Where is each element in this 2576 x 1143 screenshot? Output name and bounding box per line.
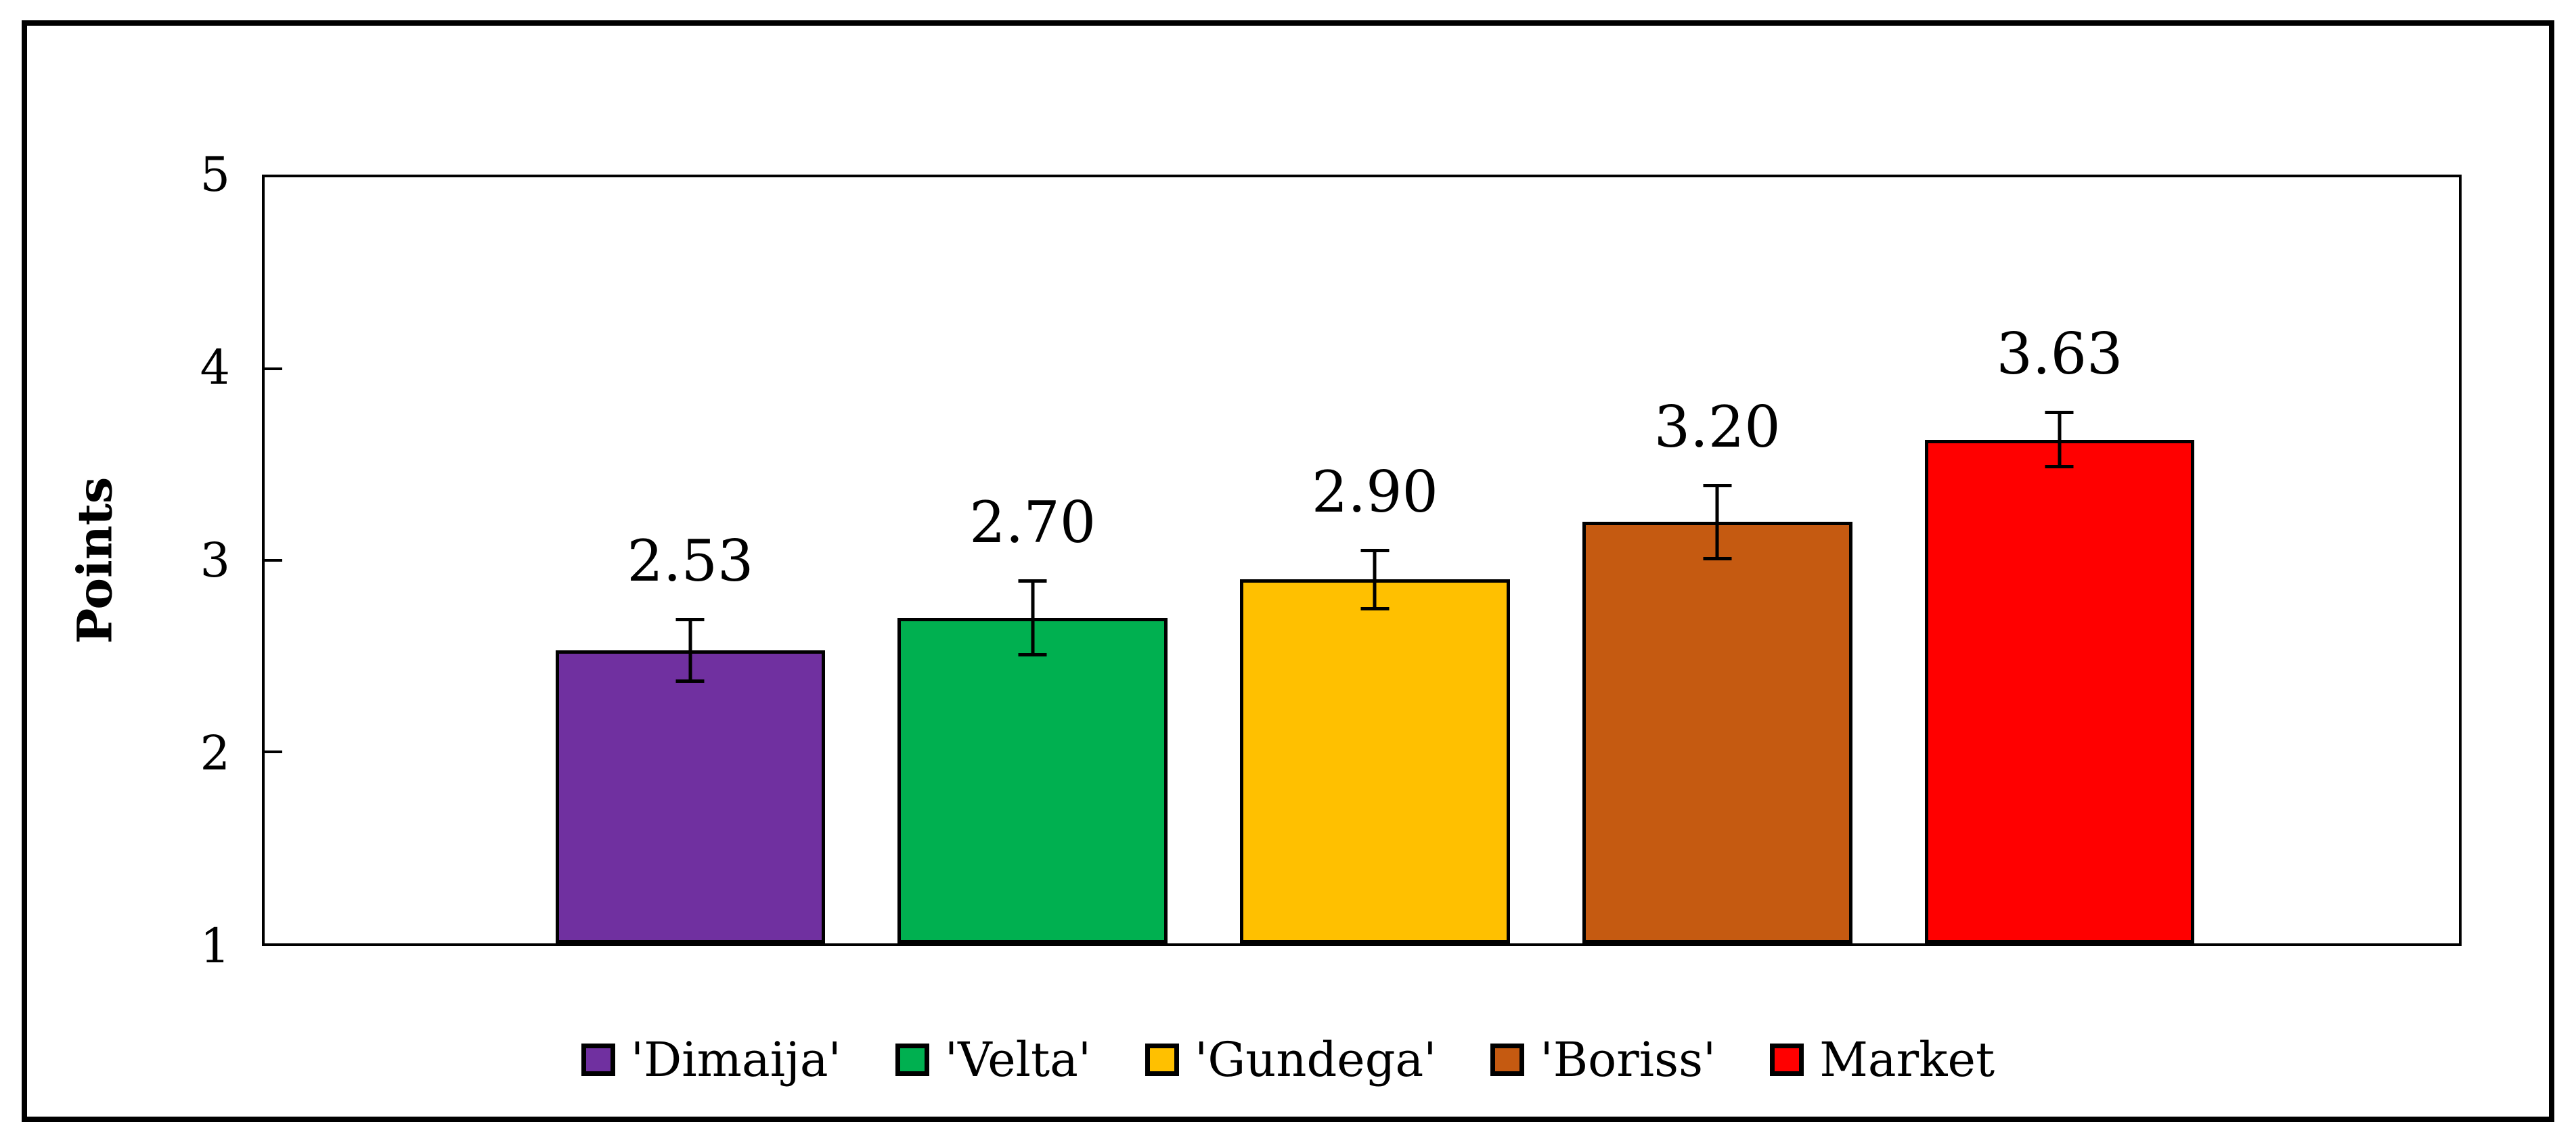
legend-swatch xyxy=(1770,1044,1804,1076)
error-bar xyxy=(2058,411,2062,469)
y-tick-label: 1 xyxy=(200,918,230,974)
legend: 'Dimaija' 'Velta' 'Gundega' 'Boriss' Market xyxy=(0,1015,2576,1104)
y-tick-label: 5 xyxy=(200,147,230,202)
legend-label: 'Dimaija' xyxy=(630,1032,841,1088)
legend-item: Market xyxy=(1770,1036,1995,1083)
legend-item: 'Gundega' xyxy=(1145,1036,1436,1083)
legend-swatch xyxy=(895,1044,929,1076)
y-tick-mark xyxy=(265,367,282,370)
bar xyxy=(1924,439,2195,943)
bar-value-label: 3.63 xyxy=(1996,321,2123,388)
error-bar xyxy=(1031,579,1035,656)
y-tick-mark xyxy=(265,750,282,753)
legend-swatch xyxy=(1145,1044,1180,1076)
legend-label: Market xyxy=(1819,1032,1995,1088)
legend-label: 'Boriss' xyxy=(1540,1032,1716,1088)
legend-swatch xyxy=(1490,1044,1525,1076)
bar-value-label: 3.20 xyxy=(1653,393,1781,460)
legend-label: 'Gundega' xyxy=(1195,1032,1437,1088)
y-tick-label: 3 xyxy=(200,533,230,588)
legend-item: 'Dimaija' xyxy=(581,1036,841,1083)
bar-value-label: 2.70 xyxy=(969,489,1096,556)
y-tick-label: 2 xyxy=(200,725,230,781)
legend-item: 'Boriss' xyxy=(1490,1036,1716,1083)
bar xyxy=(555,650,826,943)
bar xyxy=(897,617,1168,943)
bar-value-label: 2.53 xyxy=(627,527,754,594)
error-bar xyxy=(1715,483,1719,560)
legend-label: 'Velta' xyxy=(944,1032,1092,1088)
bar-value-label: 2.90 xyxy=(1311,459,1438,526)
legend-item: 'Velta' xyxy=(895,1036,1091,1083)
error-bar xyxy=(688,617,692,683)
legend-swatch xyxy=(581,1044,615,1076)
bar xyxy=(1582,522,1852,943)
y-tick-mark xyxy=(265,559,282,562)
bar xyxy=(1240,579,1510,943)
y-tick-label: 4 xyxy=(200,340,230,395)
error-bar xyxy=(1373,549,1377,610)
plot-area: 2.53 2.70 2.90 3.20 3.63 xyxy=(262,175,2462,946)
